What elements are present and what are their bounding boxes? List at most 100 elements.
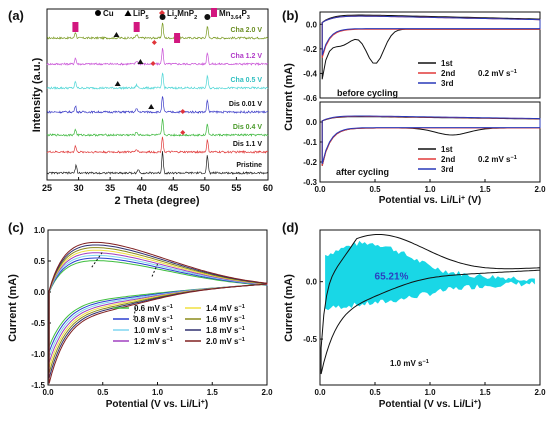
text-span: ) (205, 399, 208, 410)
xrd-pattern (46, 118, 269, 137)
x-tick-label: 1.5 (479, 388, 491, 397)
superscript: −1 (238, 337, 244, 343)
legend-marker-cu (95, 10, 101, 16)
guide-line (91, 251, 104, 268)
panel-label-c: (c) (8, 220, 24, 235)
xrd-pattern (46, 72, 269, 91)
superscript: −1 (422, 359, 428, 365)
text-span: (V) (465, 195, 481, 206)
xrd-pattern (46, 136, 268, 155)
y-tick-label: -1.5 (31, 381, 45, 390)
peak-marker-li2mnp2 (150, 61, 156, 66)
peak-marker-lip5 (114, 81, 121, 86)
peak-marker-cu (159, 14, 166, 20)
text-span: Potential vs. Li/Li (379, 195, 461, 206)
superscript: −1 (238, 304, 244, 310)
x-tick-label: 45 (168, 183, 178, 193)
superscript: −1 (166, 337, 172, 343)
y-tick-label: 0.0 (306, 118, 318, 127)
text-span: 1.4 mV s (206, 304, 239, 313)
text-span: 1.8 mV s (206, 326, 239, 335)
x-tick-label: 1.5 (207, 388, 219, 397)
superscript: −1 (238, 315, 244, 321)
x-tick-label: 30 (74, 183, 84, 193)
y-tick-label: -0.2 (303, 45, 317, 54)
y-tick-label: -0.4 (303, 69, 317, 78)
x-tick-label: 2.0 (534, 185, 546, 194)
text-span: 0.6 mV s (134, 304, 167, 313)
x-axis-title-b: Potential vs. Li/Li+ (V) (379, 195, 481, 207)
superscript: + (461, 195, 465, 202)
legend-label: 1.8 mV s−1 (206, 326, 245, 335)
x-axis-title-a: 2 Theta (degree) (115, 195, 200, 207)
annotation-after-cycling: after cycling (336, 167, 389, 177)
legend-label-lip5: LiP5 (133, 9, 149, 21)
text-span: Mn (219, 9, 231, 18)
panel-label-d: (d) (282, 220, 299, 235)
text-span: Li (167, 9, 174, 18)
text-span: 1.0 mV s (134, 326, 167, 335)
series-label: Cha 2.0 V (230, 27, 262, 34)
y-tick-label: -0.3 (303, 178, 317, 187)
y-tick-label: -0.1 (303, 138, 317, 147)
x-tick-label: 50 (200, 183, 210, 193)
legend-label: 3rd (441, 165, 454, 174)
series-label: Pristine (236, 162, 262, 169)
series-label: Cha 1.2 V (230, 53, 262, 60)
superscript: + (201, 399, 205, 406)
y-tick-label: 0.0 (306, 278, 318, 287)
peak-marker-mn364p3 (133, 22, 140, 32)
y-axis-title-a: Intensity (a.u.) (31, 57, 43, 132)
panel-label-b: (b) (282, 8, 299, 23)
superscript: −1 (238, 326, 244, 332)
xrd-pattern (46, 48, 269, 67)
y-tick-label: -0.5 (31, 319, 45, 328)
x-tick-label: 1.0 (424, 185, 436, 194)
legend-label-li2mnp2: Li2MnP2 (167, 9, 197, 21)
xrd-pattern (47, 22, 269, 41)
x-tick-label: 35 (105, 183, 115, 193)
peak-marker-lip5 (137, 59, 144, 64)
x-tick-label: 55 (231, 183, 241, 193)
x-tick-label: 0.5 (369, 388, 381, 397)
subscript: 3.64 (231, 15, 243, 21)
legend-label: 2nd (441, 69, 455, 78)
legend-label: 2nd (441, 155, 455, 164)
legend-label: 3rd (441, 79, 454, 88)
xrd-pattern (46, 151, 269, 175)
cv-curve-after (321, 115, 541, 165)
x-axis-title-d: Potential (V vs. Li/Li+) (379, 399, 481, 411)
cv-curve-total (320, 234, 541, 375)
legend-label: 1.2 mV s−1 (134, 337, 173, 346)
text-span: 1.2 mV s (134, 337, 167, 346)
y-tick-label: -0.2 (303, 158, 317, 167)
y-tick-label: 0.0 (34, 288, 46, 297)
x-tick-label: 0.0 (314, 185, 326, 194)
series-label: Cha 0.5 V (230, 77, 262, 84)
text-span: 0.2 mV s (478, 155, 511, 164)
subscript: 2 (174, 15, 177, 21)
y-axis-title-d: Current (mA) (283, 274, 295, 342)
peak-marker-mn364p3 (174, 33, 181, 43)
text-span: LiP (133, 9, 146, 18)
text-span: 1.0 mV s (390, 359, 423, 368)
peak-marker-li2mnp2 (180, 109, 186, 114)
series-label: Dis 0.4 V (233, 124, 263, 131)
text-span: P (241, 9, 247, 18)
y-axis-title-b: Current (mA) (283, 63, 295, 131)
peak-marker-li2mnp2 (151, 40, 157, 45)
xrd-pattern (46, 96, 269, 115)
text-span: ) (478, 399, 481, 410)
subscript: 3 (247, 15, 250, 21)
x-tick-label: 2.0 (534, 388, 546, 397)
legend-label: 1.0 mV s−1 (134, 326, 173, 335)
capacitive-percentage: 65.21% (375, 271, 409, 282)
y-tick-label: 1.0 (34, 226, 46, 235)
x-tick-label: 60 (263, 183, 273, 193)
legend-label: 2.0 mV s−1 (206, 337, 245, 346)
legend-label-mn364p3: Mn3.64P3 (219, 9, 250, 21)
y-tick-label: 0.5 (34, 257, 46, 266)
superscript: −1 (510, 155, 516, 161)
y-tick-label: -1.0 (31, 350, 45, 359)
